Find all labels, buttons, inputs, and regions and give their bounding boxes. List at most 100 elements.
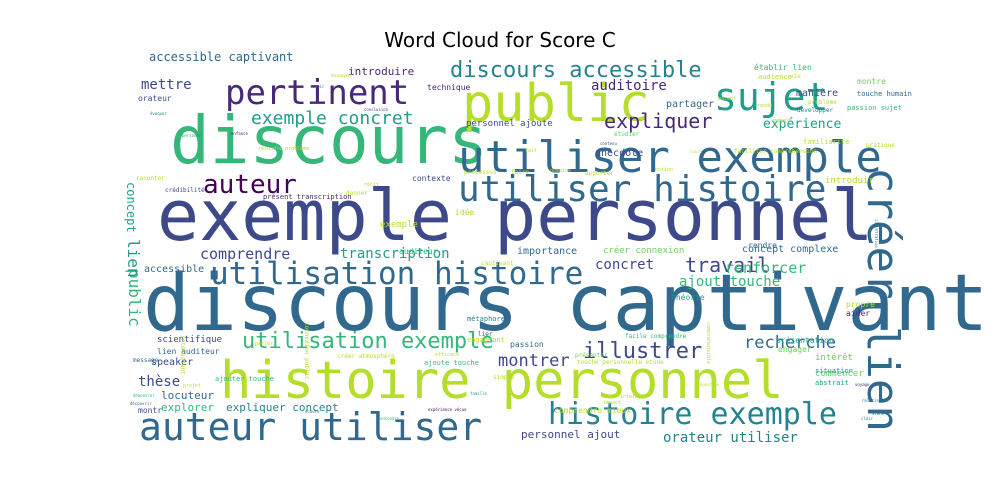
word-label: locuteur	[161, 389, 214, 402]
word-label: ajoute touche	[424, 359, 479, 367]
word-label: scientifique	[157, 335, 222, 345]
word-label: simple	[493, 374, 515, 381]
word-label: métaphore	[467, 315, 505, 323]
word-label: concret	[595, 257, 654, 273]
word-label: propre	[846, 300, 875, 309]
word-label: concept	[124, 182, 138, 233]
word-label: impact	[603, 400, 621, 406]
word-label: récit	[364, 181, 379, 188]
word-label: expliquer	[604, 109, 712, 133]
word-label: thèse	[138, 374, 180, 390]
word-label: résoudre problème	[258, 145, 309, 152]
word-label: comprendre mieux	[554, 406, 631, 415]
word-label: passion sujet	[847, 104, 902, 112]
word-label: famille	[470, 391, 487, 396]
word-label: pratique	[866, 142, 895, 149]
word-label: parent	[718, 96, 736, 102]
word-label: orateur utiliser	[663, 430, 798, 446]
word-label: compréhensible	[705, 322, 712, 364]
word-label: accessible captivant	[149, 50, 294, 64]
word-label: travail	[685, 253, 769, 277]
word-label: auditoire	[591, 78, 667, 94]
word-label: commencer	[815, 369, 864, 379]
word-label: message	[133, 357, 159, 364]
word-label: créer connexion	[603, 245, 684, 256]
word-label: recherche	[744, 333, 836, 353]
word-label: vie	[790, 73, 801, 80]
word-label: touche personnelle étude	[577, 359, 664, 366]
word-label: mettre	[141, 77, 192, 93]
word-label: passion	[510, 340, 544, 349]
word-label: public	[462, 74, 650, 134]
word-label: explorer	[161, 401, 214, 414]
word-label: lier	[478, 331, 493, 338]
word-label: discours accessible	[450, 58, 702, 83]
word-label: sujet	[714, 75, 828, 119]
word-label: exemple personnel	[157, 175, 873, 257]
word-label: intérêt	[815, 352, 853, 363]
word-label: moment	[773, 118, 791, 124]
word-label: expérience	[763, 117, 841, 132]
word-label: facile comprendre	[625, 333, 687, 340]
word-label: présentation	[776, 335, 834, 345]
word-label: cours	[690, 149, 703, 154]
word-label: montrer	[498, 351, 570, 371]
word-label: captivant	[481, 260, 514, 267]
word-label: conclusion	[364, 107, 389, 112]
word-label: découvrir	[130, 401, 152, 406]
word-label: projet	[183, 383, 201, 389]
word-label: processus	[464, 169, 497, 176]
word-label: théorie	[671, 292, 705, 302]
word-label: parler	[255, 341, 273, 347]
word-label: familiarité	[803, 138, 849, 146]
word-label: faire	[511, 169, 529, 176]
word-label: rendre	[748, 241, 777, 250]
word-label: discours	[170, 102, 488, 179]
word-label: raconter	[136, 175, 165, 182]
word-label: accessible	[144, 264, 204, 275]
word-label: apporter	[585, 170, 614, 177]
word-label: lien	[124, 239, 143, 278]
word-label: exemple	[380, 220, 418, 230]
word-label: abstrait	[815, 379, 849, 387]
word-label: présenter	[575, 352, 608, 359]
word-label: développer	[797, 107, 834, 114]
word-label: idée	[455, 207, 474, 217]
word-label: efficace	[435, 352, 459, 358]
word-label: personne	[182, 133, 202, 138]
word-label: présent transcription	[263, 193, 352, 201]
word-label: engager	[778, 345, 812, 354]
word-label: étudier	[614, 131, 640, 138]
word-label: ajout touche	[679, 274, 780, 290]
word-label: touche humain	[857, 90, 912, 98]
word-label: démontrer	[133, 393, 155, 398]
word-label: histoire personnel	[220, 351, 784, 411]
word-label: concept complexe	[742, 244, 838, 255]
word-label: engageant	[467, 336, 505, 344]
word-label: transcription	[340, 246, 450, 262]
word-label: technique	[427, 83, 471, 92]
word-label: savoir	[310, 84, 325, 89]
word-label: discours captivant	[143, 259, 988, 349]
word-label: contexte	[412, 174, 451, 183]
word-label: contenu	[600, 141, 617, 146]
word-label: enfance	[231, 131, 248, 136]
word-label: créer lien	[857, 167, 908, 432]
word-label: faciliter compréhension	[734, 148, 817, 155]
word-label: question	[700, 382, 720, 387]
word-label: interagir	[620, 394, 647, 400]
word-label: illustrer	[583, 339, 702, 364]
word-label: manière	[796, 87, 838, 99]
word-label: fait	[525, 148, 537, 154]
word-label: orateur	[138, 94, 172, 103]
word-label: connexion public	[303, 322, 310, 380]
word-label: crédibilité	[165, 187, 205, 194]
word-label: importance	[517, 246, 577, 257]
word-label: donner	[346, 190, 368, 197]
word-label: évoquer	[150, 111, 167, 116]
word-label: anecdote	[595, 148, 643, 159]
word-label: expérience vécue	[428, 407, 467, 412]
word-label: aider	[846, 309, 870, 318]
word-label: histoire exemple	[548, 397, 837, 432]
word-label: speaker	[151, 357, 193, 368]
